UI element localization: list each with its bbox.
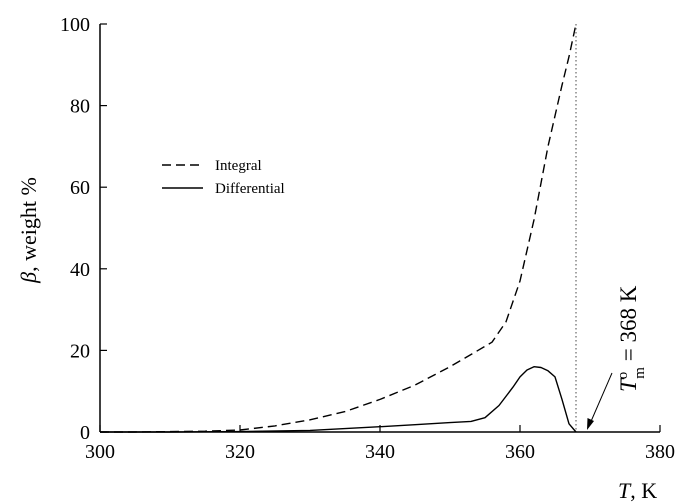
annotation-symbol: T xyxy=(616,377,641,392)
x-axis-title-var: T xyxy=(618,478,632,503)
legend-label-integral: Integral xyxy=(215,158,262,174)
annotation-label: Tom = 368 K xyxy=(615,285,648,392)
series-line-differential xyxy=(100,366,577,433)
y-tick-label: 80 xyxy=(70,96,90,118)
y-ticks: 0 20 40 60 80 100 xyxy=(60,14,107,444)
series-layer xyxy=(100,23,577,433)
y-tick-label: 0 xyxy=(80,422,90,444)
y-tick-label: 100 xyxy=(60,14,90,36)
legend: Integral Differential xyxy=(162,158,285,197)
y-axis-title-unit: , weight % xyxy=(16,177,41,272)
plot-area: 300 320 340 360 380 0 20 40 60 80 100 xyxy=(60,14,675,463)
annotation-superscript: o xyxy=(615,372,631,380)
annotation-arrowhead xyxy=(587,418,594,430)
series-line-integral xyxy=(100,23,577,433)
annotation-subscript: m xyxy=(632,367,648,379)
melting-point-annotation: Tom = 368 K xyxy=(587,285,648,430)
y-axis-title: β, weight % xyxy=(16,177,41,284)
x-axis-title-unit: , K xyxy=(630,478,657,503)
x-tick-label: 340 xyxy=(365,441,395,463)
y-axis-title-var: β xyxy=(16,272,41,284)
x-tick-label: 360 xyxy=(505,441,535,463)
annotation-arrow-line xyxy=(588,372,613,427)
annotation-text: = 368 K xyxy=(616,285,641,367)
y-tick-label: 40 xyxy=(70,259,90,281)
x-tick-label: 380 xyxy=(645,441,675,463)
legend-label-differential: Differential xyxy=(215,181,285,197)
y-tick-label: 20 xyxy=(70,340,90,362)
x-tick-label: 320 xyxy=(225,441,255,463)
x-axis-title: T, K xyxy=(618,478,657,503)
x-ticks: 300 320 340 360 380 xyxy=(85,425,675,463)
x-tick-label: 300 xyxy=(85,441,115,463)
y-tick-label: 60 xyxy=(70,177,90,199)
